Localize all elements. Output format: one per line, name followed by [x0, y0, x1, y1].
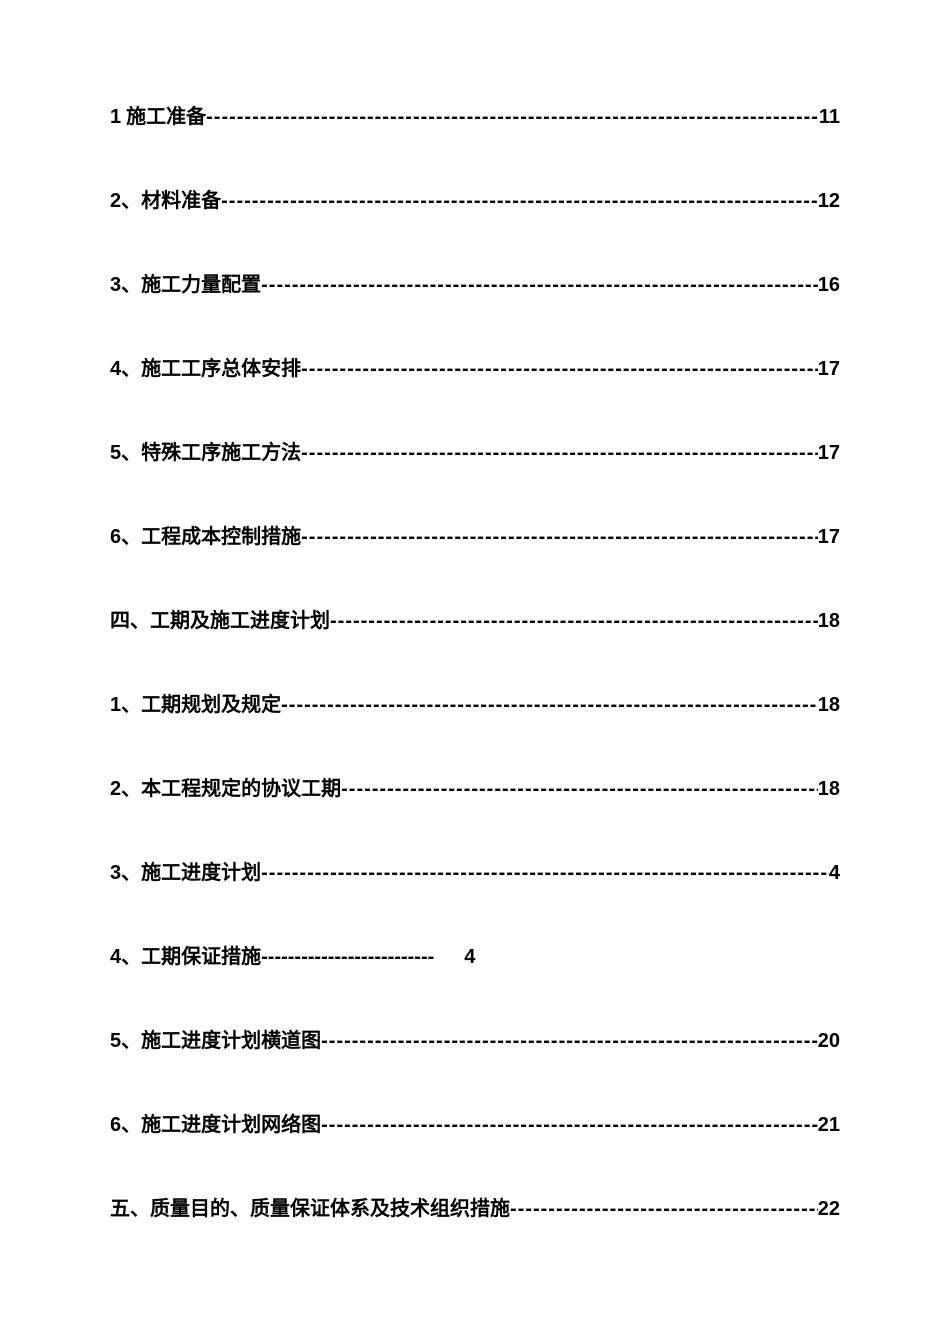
toc-entry: 3、施工力量配置--------------------------------… [110, 268, 840, 297]
toc-entry: 2、本工程规定的协议工期----------------------------… [110, 772, 840, 801]
toc-number: 4 [110, 946, 121, 968]
toc-leader: ----------------------------------------… [301, 442, 818, 465]
toc-page-number: 4 [464, 946, 475, 969]
toc-leader: ----------------------------------------… [341, 778, 818, 801]
toc-page-number: 4 [829, 862, 840, 885]
toc-number: 1 [110, 694, 121, 716]
toc-entry: 5、特殊工序施工方法------------------------------… [110, 436, 840, 465]
toc-page-number: 16 [818, 274, 840, 297]
toc-page-number: 11 [819, 106, 840, 129]
toc-leader: ----------------------------------------… [206, 106, 819, 129]
toc-item-name: 施工准备 [126, 106, 206, 128]
toc-page-number: 17 [818, 442, 840, 465]
toc-page-number: 12 [818, 190, 840, 213]
toc-number: 3 [110, 862, 121, 884]
toc-entry: 4、施工工序总体安排------------------------------… [110, 352, 840, 381]
toc-title: 3、施工力量配置 [110, 268, 261, 297]
toc-item-name: 施工进度计划网络图 [141, 1114, 321, 1136]
toc-page-number: 17 [818, 358, 840, 381]
toc-leader: ----------------------------------------… [261, 274, 818, 297]
toc-leader: -------------------------- [261, 946, 434, 969]
toc-entry: 5、施工进度计划横道图-----------------------------… [110, 1024, 840, 1053]
toc-leader: ----------------------------------------… [301, 358, 818, 381]
toc-leader: ----------------------------------------… [321, 1114, 818, 1137]
toc-item-name: 特殊工序施工方法 [141, 442, 301, 464]
toc-title: 2、材料准备 [110, 184, 221, 213]
toc-title: 5、特殊工序施工方法 [110, 436, 301, 465]
toc-title: 4、施工工序总体安排 [110, 352, 301, 381]
toc-entry: 4、工期保证措施-------------------------- 4 [110, 940, 840, 969]
toc-item-name: 工程成本控制措施 [141, 526, 301, 548]
toc-title: 3、施工进度计划 [110, 856, 261, 885]
toc-leader: ----------------------------------------… [330, 610, 818, 633]
toc-number: 3 [110, 274, 121, 296]
toc-item-name: 施工进度计划 [141, 862, 261, 884]
toc-number: 5 [110, 442, 121, 464]
toc-item-name: 材料准备 [141, 190, 221, 212]
toc-page-number: 21 [818, 1114, 840, 1137]
toc-leader: ----------------------------------------… [261, 862, 829, 885]
toc-entry: 6、施工进度计划网络图-----------------------------… [110, 1108, 840, 1137]
toc-item-name: 施工进度计划横道图 [141, 1030, 321, 1052]
toc-entry: 2、材料准备----------------------------------… [110, 184, 840, 213]
toc-entry: 1、工期规划及规定-------------------------------… [110, 688, 840, 717]
toc-title: 5、施工进度计划横道图 [110, 1024, 321, 1053]
toc-leader: ----------------------------------------… [221, 190, 818, 213]
toc-leader: ----------------------------------------… [321, 1030, 818, 1053]
toc-item-name: 工期及施工进度计划 [150, 610, 330, 632]
toc-item-name: 质量目的、质量保证体系及技术组织措施 [150, 1198, 510, 1220]
toc-page-number: 20 [818, 1030, 840, 1053]
toc-title: 6、工程成本控制措施 [110, 520, 301, 549]
toc-title: 2、本工程规定的协议工期 [110, 772, 341, 801]
toc-page-number: 18 [818, 694, 840, 717]
toc-title: 1 施工准备 [110, 100, 206, 129]
toc-leader: ----------------------------------------… [510, 1198, 818, 1221]
toc-page-number: 18 [818, 778, 840, 801]
toc-item-name: 施工工序总体安排 [141, 358, 301, 380]
toc-number: 6 [110, 1114, 121, 1136]
toc-entry: 四、工期及施工进度计划-----------------------------… [110, 604, 840, 633]
toc-number: 2 [110, 190, 121, 212]
toc-item-name: 工期保证措施 [141, 946, 261, 968]
toc-entry: 6、工程成本控制措施------------------------------… [110, 520, 840, 549]
toc-entry: 五、质量目的、质量保证体系及技术组织措施--------------------… [110, 1192, 840, 1221]
toc-title: 五、质量目的、质量保证体系及技术组织措施 [110, 1192, 510, 1221]
toc-number: 4 [110, 358, 121, 380]
table-of-contents: 1 施工准备----------------------------------… [110, 100, 840, 1221]
toc-title: 4、工期保证措施 [110, 940, 261, 969]
toc-number: 5 [110, 1030, 121, 1052]
toc-page-number: 17 [818, 526, 840, 549]
toc-number: 6 [110, 526, 121, 548]
toc-entry: 1 施工准备----------------------------------… [110, 100, 840, 129]
toc-page-number: 22 [818, 1198, 840, 1221]
toc-entry: 3、施工进度计划--------------------------------… [110, 856, 840, 885]
toc-title: 6、施工进度计划网络图 [110, 1108, 321, 1137]
toc-item-name: 本工程规定的协议工期 [141, 778, 341, 800]
toc-number: 2 [110, 778, 121, 800]
toc-title: 1、工期规划及规定 [110, 688, 281, 717]
toc-item-name: 工期规划及规定 [141, 694, 281, 716]
toc-item-name: 施工力量配置 [141, 274, 261, 296]
toc-number: 1 [110, 106, 121, 128]
toc-page-number: 18 [818, 610, 840, 633]
toc-title: 四、工期及施工进度计划 [110, 604, 330, 633]
toc-leader: ----------------------------------------… [281, 694, 818, 717]
toc-number: 五 [110, 1198, 130, 1220]
toc-number: 四 [110, 610, 130, 632]
toc-leader: ----------------------------------------… [301, 526, 818, 549]
